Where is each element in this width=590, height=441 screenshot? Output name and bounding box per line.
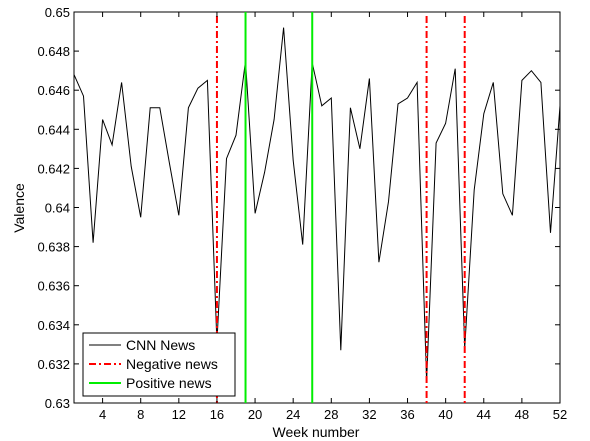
y-axis-title: Valence bbox=[11, 183, 27, 233]
y-tick-label: 0.634 bbox=[37, 318, 70, 333]
x-tick-label: 24 bbox=[286, 407, 300, 422]
x-tick-label: 48 bbox=[515, 407, 529, 422]
series-line-cnn-news bbox=[73, 27, 561, 382]
y-axis-ticks: 0.63 0.632 0.634 0.636 0.638 0.64 0.642 0.644 0.… bbox=[37, 5, 560, 411]
x-tick-label: 28 bbox=[324, 407, 338, 422]
y-tick-label: 0.632 bbox=[37, 357, 70, 372]
plot-area bbox=[73, 11, 561, 404]
y-tick-label: 0.646 bbox=[37, 83, 70, 98]
x-tick-label: 4 bbox=[99, 407, 106, 422]
legend-label-cnn-news: CNN News bbox=[126, 337, 195, 353]
legend-label-positive-news: Positive news bbox=[126, 375, 212, 391]
legend: CNN News Negative news Positive news bbox=[82, 332, 236, 397]
y-tick-label: 0.65 bbox=[45, 5, 70, 20]
legend-label-negative-news: Negative news bbox=[126, 356, 218, 372]
y-tick-label: 0.648 bbox=[37, 44, 70, 59]
y-tick-label: 0.636 bbox=[37, 279, 70, 294]
x-tick-label: 36 bbox=[400, 407, 414, 422]
x-axis-title: Week number bbox=[273, 424, 360, 440]
x-tick-label: 44 bbox=[477, 407, 491, 422]
y-tick-label: 0.64 bbox=[45, 201, 70, 216]
x-tick-label: 40 bbox=[438, 407, 452, 422]
x-tick-label: 52 bbox=[553, 407, 567, 422]
y-tick-label: 0.63 bbox=[45, 396, 70, 411]
x-tick-label: 16 bbox=[210, 407, 224, 422]
x-tick-label: 8 bbox=[137, 407, 144, 422]
x-axis-ticks: 4 8 12 16 20 24 28 32 36 40 44 48 52 bbox=[99, 12, 567, 422]
x-tick-label: 20 bbox=[248, 407, 262, 422]
x-tick-label: 32 bbox=[362, 407, 376, 422]
x-tick-label: 12 bbox=[172, 407, 186, 422]
y-tick-label: 0.644 bbox=[37, 122, 70, 137]
y-tick-label: 0.642 bbox=[37, 161, 70, 176]
y-tick-label: 0.638 bbox=[37, 240, 70, 255]
